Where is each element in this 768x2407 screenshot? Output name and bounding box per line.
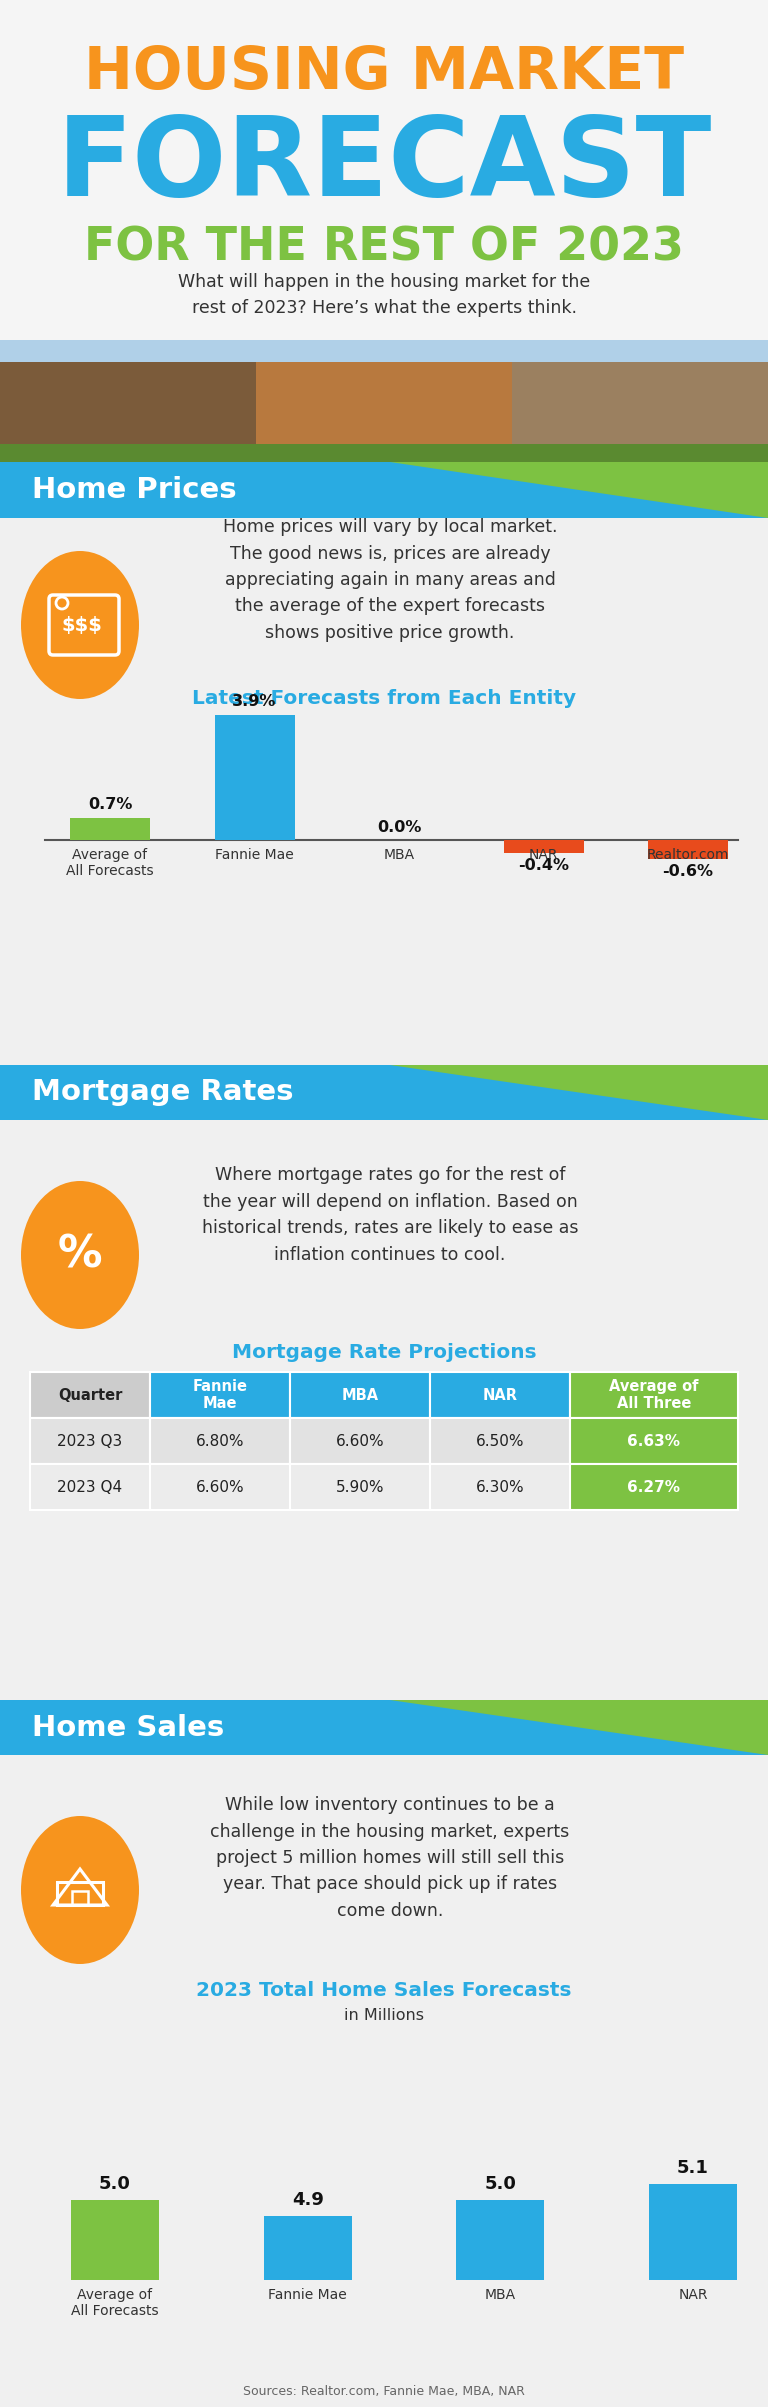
Text: Where mortgage rates go for the rest of
the year will depend on inflation. Based: Where mortgage rates go for the rest of …: [202, 1167, 578, 1264]
Text: %: %: [58, 1232, 102, 1276]
Text: Fannie Mae: Fannie Mae: [268, 2289, 347, 2301]
Text: Realtor.com: Realtor.com: [647, 847, 730, 862]
Bar: [430, 1418, 570, 1463]
Text: 5.0: 5.0: [485, 2176, 516, 2193]
Text: 6.50%: 6.50%: [475, 1435, 525, 1449]
Bar: [570, 1418, 738, 1463]
Bar: [0, 339, 256, 462]
Text: NAR: NAR: [678, 2289, 708, 2301]
Polygon shape: [390, 1064, 768, 1119]
Text: 6.60%: 6.60%: [336, 1435, 384, 1449]
Bar: [290, 1463, 430, 1509]
Text: 6.60%: 6.60%: [196, 1480, 244, 1495]
Text: 5.1: 5.1: [677, 2159, 709, 2176]
Bar: [150, 1418, 290, 1463]
Text: Sources: Realtor.com, Fannie Mae, MBA, NAR: Sources: Realtor.com, Fannie Mae, MBA, N…: [243, 2385, 525, 2397]
Text: 5.90%: 5.90%: [336, 1480, 384, 1495]
Text: Average of
All Three: Average of All Three: [609, 1379, 699, 1411]
Text: Latest Forecasts from Each Entity: Latest Forecasts from Each Entity: [192, 688, 576, 708]
Bar: [30, 1418, 150, 1463]
Text: Home prices will vary by local market.
The good news is, prices are already
appr: Home prices will vary by local market. T…: [223, 518, 558, 643]
Text: 2023 Q4: 2023 Q4: [58, 1480, 123, 1495]
Bar: [648, 840, 728, 859]
Text: -0.6%: -0.6%: [663, 864, 713, 879]
Bar: [0, 1755, 768, 2407]
Bar: [256, 339, 512, 462]
Bar: [0, 0, 768, 339]
Text: 0.7%: 0.7%: [88, 797, 132, 811]
Polygon shape: [390, 462, 768, 518]
Text: 5.0: 5.0: [99, 2176, 131, 2193]
Bar: [0, 1064, 768, 1119]
Bar: [150, 1372, 290, 1418]
Text: 6.63%: 6.63%: [627, 1435, 680, 1449]
Ellipse shape: [21, 1182, 139, 1329]
Text: What will happen in the housing market for the
rest of 2023? Here’s what the exp: What will happen in the housing market f…: [178, 272, 590, 318]
Text: 6.80%: 6.80%: [196, 1435, 244, 1449]
Text: FORECAST: FORECAST: [56, 111, 712, 219]
Text: NAR: NAR: [528, 847, 558, 862]
Bar: [430, 1463, 570, 1509]
Ellipse shape: [21, 1815, 139, 1964]
Text: 2023 Q3: 2023 Q3: [58, 1435, 123, 1449]
Text: While low inventory continues to be a
challenge in the housing market, experts
p: While low inventory continues to be a ch…: [210, 1796, 570, 1921]
Text: Quarter: Quarter: [58, 1386, 122, 1403]
Text: 4.9: 4.9: [292, 2190, 323, 2210]
Text: HOUSING MARKET: HOUSING MARKET: [84, 43, 684, 101]
Bar: [430, 1372, 570, 1418]
Bar: [290, 1418, 430, 1463]
Bar: [0, 339, 768, 361]
Text: 0.0%: 0.0%: [377, 821, 421, 835]
Polygon shape: [390, 1699, 768, 1755]
Bar: [30, 1463, 150, 1509]
Text: NAR: NAR: [482, 1386, 518, 1403]
Text: $$$: $$$: [61, 616, 102, 635]
Bar: [290, 1372, 430, 1418]
Bar: [0, 1119, 768, 1601]
Bar: [0, 518, 768, 1064]
Text: MBA: MBA: [485, 2289, 516, 2301]
Text: -0.4%: -0.4%: [518, 857, 569, 874]
Text: Mortgage Rates: Mortgage Rates: [32, 1078, 293, 1107]
Bar: [649, 2183, 737, 2279]
Text: FOR THE REST OF 2023: FOR THE REST OF 2023: [84, 226, 684, 270]
Text: 6.27%: 6.27%: [627, 1480, 680, 1495]
Bar: [456, 2200, 545, 2279]
Bar: [150, 1463, 290, 1509]
Bar: [72, 1892, 88, 1904]
Bar: [0, 462, 768, 518]
Bar: [214, 715, 294, 840]
Text: 2023 Total Home Sales Forecasts: 2023 Total Home Sales Forecasts: [197, 1981, 571, 2000]
Ellipse shape: [21, 551, 139, 698]
Bar: [263, 2217, 352, 2279]
Text: Mortgage Rate Projections: Mortgage Rate Projections: [232, 1343, 536, 1362]
Text: Home Prices: Home Prices: [32, 477, 237, 503]
Bar: [30, 1372, 150, 1418]
Bar: [71, 2200, 159, 2279]
Text: in Millions: in Millions: [344, 2007, 424, 2022]
Text: Fannie Mae: Fannie Mae: [215, 847, 294, 862]
Text: 6.30%: 6.30%: [475, 1480, 525, 1495]
Bar: [0, 443, 768, 462]
Bar: [570, 1463, 738, 1509]
Text: MBA: MBA: [342, 1386, 379, 1403]
Bar: [504, 840, 584, 852]
Text: Average of
All Forecasts: Average of All Forecasts: [71, 2289, 159, 2318]
Bar: [0, 1699, 768, 1755]
Text: Fannie
Mae: Fannie Mae: [193, 1379, 247, 1411]
Text: 3.9%: 3.9%: [232, 693, 276, 710]
Text: Home Sales: Home Sales: [32, 1714, 224, 1743]
Bar: [57, 1882, 103, 1904]
Bar: [512, 339, 768, 462]
Text: Average of
All Forecasts: Average of All Forecasts: [66, 847, 154, 879]
Text: MBA: MBA: [383, 847, 415, 862]
Bar: [570, 1372, 738, 1418]
Bar: [70, 818, 150, 840]
